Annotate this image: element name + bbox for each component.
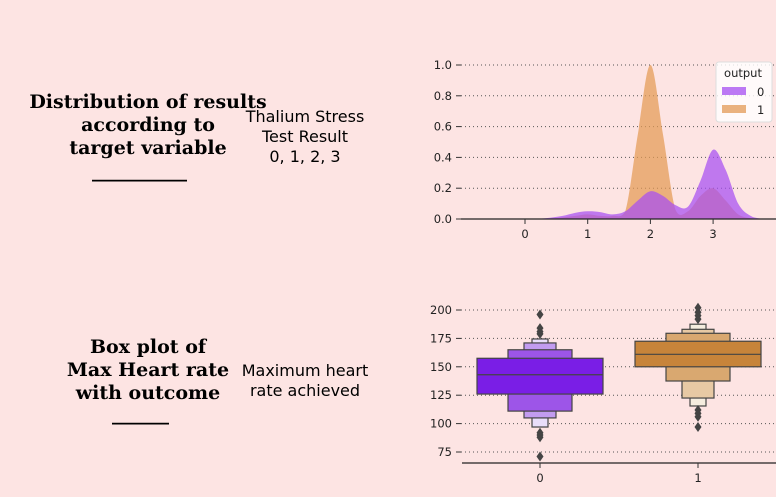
y-tick-label: 0.4 (434, 150, 452, 164)
y-tick-label: 150 (430, 360, 452, 374)
panel-2-subtitle: Maximum heart rate achieved (241, 361, 369, 400)
y-tick-label: 125 (430, 388, 452, 402)
y-tick-label: 1.0 (434, 58, 452, 72)
x-tick-label: 0 (521, 227, 528, 241)
kde-area-series-0 (499, 149, 764, 219)
legend-label-1: 1 (757, 103, 764, 117)
x-tick-label: 1 (584, 227, 591, 241)
outlier-point (536, 328, 544, 339)
outlier-point (536, 309, 544, 320)
legend-swatch-1 (722, 105, 746, 113)
y-tick-label: 100 (430, 417, 452, 431)
panel-2-underline: ______ (112, 403, 169, 425)
kde-area-series-1 (499, 65, 764, 219)
y-tick-label: 175 (430, 331, 452, 345)
legend-title: output (724, 66, 762, 80)
legend: output 0 1 (715, 61, 773, 123)
outlier-point (694, 422, 702, 433)
x-tick-label: 3 (709, 227, 716, 241)
y-tick-label: 0.2 (434, 181, 452, 195)
x-tick-label: 1 (694, 471, 701, 485)
panel-1-title: Distribution of results according to tar… (29, 91, 267, 159)
y-tick-label: 200 (430, 303, 452, 317)
boxen-level-1-group-0 (476, 357, 604, 395)
outlier-point (694, 314, 702, 325)
x-tick-label: 2 (647, 227, 654, 241)
panel-1-underline: __________ (92, 160, 187, 182)
y-tick-label: 75 (437, 445, 452, 459)
outlier-point (694, 411, 702, 422)
legend-swatch-0 (722, 87, 746, 95)
y-tick-label: 0.8 (434, 89, 452, 103)
y-tick-label: 0.6 (434, 120, 452, 134)
legend-label-0: 0 (757, 85, 764, 99)
x-tick-label: 0 (536, 471, 543, 485)
outlier-point (536, 432, 544, 443)
panel-2-title: Box plot of Max Heart rate with outcome (66, 336, 230, 404)
outlier-point (536, 451, 544, 462)
panel-1-subtitle: Thalium Stress Test Result 0, 1, 2, 3 (245, 107, 365, 166)
y-tick-label: 0.0 (434, 212, 452, 226)
